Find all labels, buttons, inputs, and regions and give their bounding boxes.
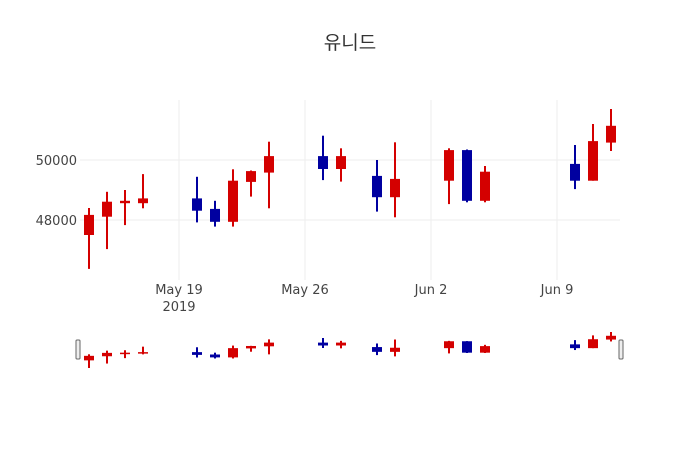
y-axis-ticks: 48000 50000 bbox=[36, 154, 77, 229]
slider-candle-body bbox=[480, 346, 490, 353]
x-tick-label: Jun 2 bbox=[414, 283, 448, 298]
slider-candle-2019-05-24 bbox=[264, 339, 274, 355]
slider-candle-body bbox=[372, 347, 382, 352]
range-slider-left-handle[interactable] bbox=[75, 339, 81, 360]
slider-candle-body bbox=[102, 352, 112, 357]
slider-candle-body bbox=[570, 344, 580, 349]
candle-2019-05-22[interactable] bbox=[228, 169, 238, 227]
x-tick-label: 2019 bbox=[162, 300, 195, 315]
candle-body bbox=[210, 208, 220, 222]
slider-candle-body bbox=[588, 339, 598, 349]
slider-candle-2019-05-17 bbox=[138, 346, 148, 355]
slider-candle-2019-05-23 bbox=[246, 345, 256, 352]
candle-2019-05-14[interactable] bbox=[84, 208, 94, 269]
slider-candle-2019-05-20 bbox=[192, 347, 202, 358]
candle-body bbox=[102, 201, 112, 217]
slider-candle-2019-06-04 bbox=[462, 341, 472, 354]
range-slider[interactable] bbox=[75, 332, 624, 368]
x-tick-label: May 26 bbox=[281, 283, 329, 298]
candle-body bbox=[588, 141, 598, 181]
slider-candle-2019-05-16 bbox=[120, 350, 130, 359]
y-tick-label: 50000 bbox=[36, 154, 77, 169]
candle-2019-05-27[interactable] bbox=[318, 135, 328, 181]
candle-2019-05-28[interactable] bbox=[336, 148, 346, 182]
candle-body bbox=[390, 178, 400, 198]
candle-body bbox=[606, 125, 616, 143]
slider-candle-body bbox=[192, 352, 202, 355]
slider-candle-2019-05-27 bbox=[318, 338, 328, 349]
candle-body bbox=[318, 156, 328, 169]
candle-body bbox=[444, 150, 454, 181]
slider-candle-body bbox=[318, 342, 328, 346]
candle-body bbox=[372, 175, 382, 198]
slider-candle-body bbox=[462, 341, 472, 353]
candle-body bbox=[480, 171, 490, 201]
candle-2019-05-30[interactable] bbox=[372, 160, 382, 212]
slider-candle-body bbox=[444, 341, 454, 349]
chart-title: 유니드 bbox=[324, 32, 376, 54]
candle-body bbox=[228, 180, 238, 222]
slider-candle-body bbox=[390, 347, 400, 352]
candle-body bbox=[138, 198, 148, 204]
candle-2019-06-11[interactable] bbox=[588, 124, 598, 181]
slider-candle-body bbox=[228, 348, 238, 358]
slider-candle-2019-05-15 bbox=[102, 350, 112, 364]
candle-body bbox=[120, 200, 130, 204]
slider-candle-body bbox=[138, 352, 148, 354]
candle-body bbox=[192, 198, 202, 211]
x-axis-ticks: May 19 2019 May 26 Jun 2 Jun 9 bbox=[155, 283, 573, 315]
main-plot[interactable] bbox=[84, 109, 616, 269]
slider-candle-2019-05-31 bbox=[390, 339, 400, 357]
slider-candle-2019-05-28 bbox=[336, 340, 346, 349]
slider-candle-body bbox=[210, 354, 220, 358]
x-tick-label: Jun 9 bbox=[540, 283, 574, 298]
slider-candle-2019-06-05 bbox=[480, 344, 490, 354]
slider-candle-2019-05-14 bbox=[84, 354, 94, 368]
candle-2019-05-17[interactable] bbox=[138, 174, 148, 209]
candle-2019-05-24[interactable] bbox=[264, 141, 274, 209]
candle-2019-06-04[interactable] bbox=[462, 149, 472, 203]
candle-body bbox=[336, 156, 346, 169]
candle-2019-06-10[interactable] bbox=[570, 145, 580, 190]
range-slider-right-handle[interactable] bbox=[618, 339, 624, 360]
slider-candle-2019-06-11 bbox=[588, 335, 598, 349]
candle-body bbox=[462, 150, 472, 201]
candle-2019-06-12[interactable] bbox=[606, 109, 616, 151]
candle-body bbox=[246, 171, 256, 182]
gridlines bbox=[80, 100, 620, 280]
slider-candle-2019-06-12 bbox=[606, 332, 616, 342]
candle-2019-05-23[interactable] bbox=[246, 170, 256, 197]
slider-candle-2019-05-30 bbox=[372, 343, 382, 356]
candle-body bbox=[84, 214, 94, 235]
candle-2019-06-05[interactable] bbox=[480, 166, 490, 203]
slider-candle-2019-05-21 bbox=[210, 352, 220, 359]
candle-2019-05-15[interactable] bbox=[102, 191, 112, 250]
slider-candle-body bbox=[120, 352, 130, 355]
candle-2019-05-16[interactable] bbox=[120, 190, 130, 226]
y-tick-label: 48000 bbox=[36, 214, 77, 229]
slider-candle-body bbox=[606, 335, 616, 340]
candle-body bbox=[264, 156, 274, 173]
candle-2019-05-31[interactable] bbox=[390, 142, 400, 218]
candle-2019-05-20[interactable] bbox=[192, 176, 202, 223]
slider-candle-2019-06-03 bbox=[444, 340, 454, 354]
slider-candle-body bbox=[246, 345, 256, 349]
candle-2019-05-21[interactable] bbox=[210, 200, 220, 227]
slider-candle-2019-05-22 bbox=[228, 345, 238, 359]
x-tick-label: May 19 bbox=[155, 283, 203, 298]
candle-2019-06-03[interactable] bbox=[444, 148, 454, 205]
slider-candle-2019-06-10 bbox=[570, 340, 580, 351]
slider-candle-body bbox=[84, 355, 94, 361]
slider-candle-body bbox=[336, 342, 346, 346]
candle-body bbox=[570, 163, 580, 181]
slider-candle-body bbox=[264, 342, 274, 347]
